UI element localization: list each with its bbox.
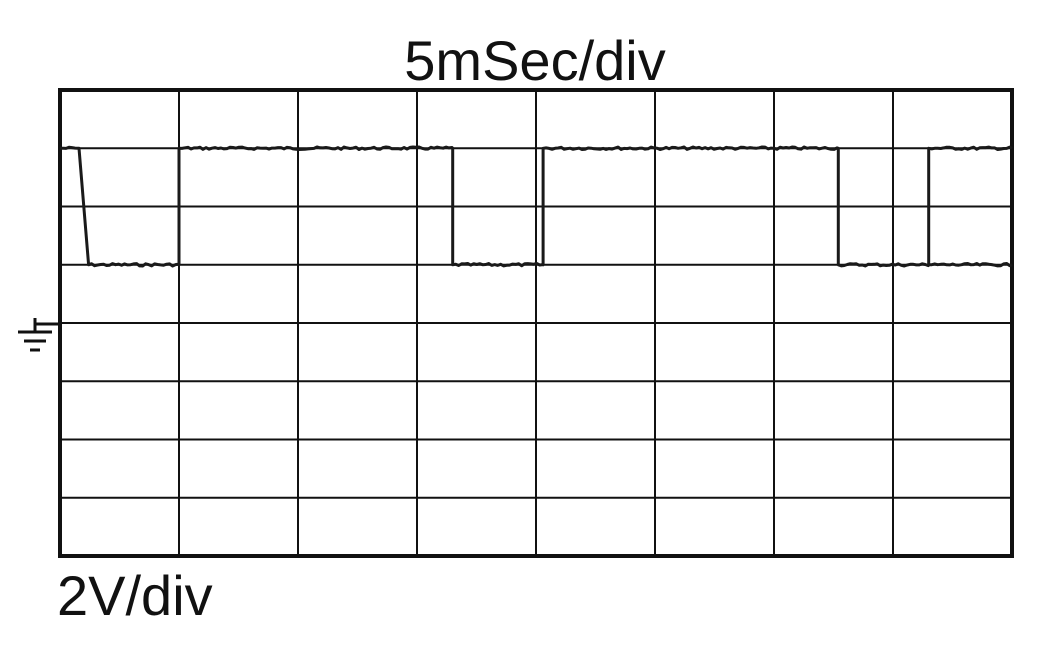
graticule-grid	[58, 88, 1014, 558]
volt-scale-label: 2V/div	[57, 564, 213, 627]
trace-series-1	[928, 262, 1013, 268]
trace-series-0	[59, 145, 1013, 268]
time-scale-label: 5mSec/div	[404, 29, 665, 92]
ground-icon	[18, 318, 60, 352]
signal-trace	[59, 145, 1013, 268]
